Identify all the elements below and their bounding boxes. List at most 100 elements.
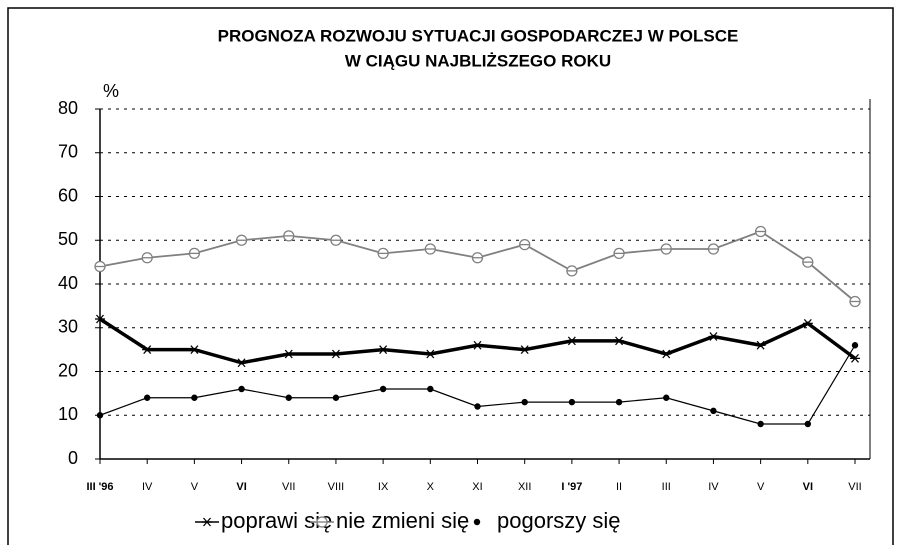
point bbox=[707, 243, 720, 255]
point bbox=[188, 247, 201, 260]
point bbox=[189, 345, 200, 355]
point bbox=[143, 394, 151, 401]
point bbox=[754, 225, 767, 238]
chart-title: PROGNOZA ROZWOJU SYTUACJI GOSPODARCZEJ W… bbox=[218, 26, 739, 45]
point-stroke bbox=[143, 345, 152, 355]
point bbox=[802, 318, 813, 328]
x-tick-label: II bbox=[616, 481, 622, 493]
point bbox=[202, 517, 212, 527]
x-tick-label: V bbox=[191, 481, 199, 493]
point bbox=[96, 412, 104, 419]
point bbox=[708, 332, 719, 341]
point bbox=[142, 345, 153, 355]
y-tick-label: 30 bbox=[58, 317, 78, 337]
y-axis-label: % bbox=[103, 81, 119, 101]
point bbox=[521, 398, 528, 406]
x-tick-label: VII bbox=[848, 481, 861, 493]
point-stroke bbox=[426, 349, 435, 359]
point bbox=[663, 394, 670, 401]
series-line bbox=[99, 230, 856, 303]
point bbox=[519, 345, 530, 355]
series-line bbox=[99, 344, 856, 425]
x-tick-label: III bbox=[662, 481, 671, 493]
x-tick-label: VII bbox=[282, 481, 295, 493]
point bbox=[849, 295, 861, 308]
point bbox=[330, 234, 342, 246]
x-tick-label: V bbox=[757, 481, 765, 493]
point bbox=[566, 265, 578, 277]
point bbox=[236, 358, 247, 368]
x-tick-label: IX bbox=[378, 481, 389, 493]
point-stroke bbox=[331, 349, 340, 359]
point bbox=[661, 349, 672, 359]
point bbox=[613, 247, 625, 260]
point-stroke bbox=[473, 340, 482, 350]
point bbox=[424, 243, 436, 255]
point bbox=[332, 394, 340, 401]
x-tick-label: VI bbox=[236, 481, 246, 493]
point-stroke bbox=[203, 517, 211, 527]
point bbox=[850, 353, 860, 363]
y-tick-label: 40 bbox=[58, 273, 78, 293]
y-tick-label: 60 bbox=[58, 185, 78, 205]
point bbox=[710, 407, 717, 415]
x-tick-label: VI bbox=[803, 481, 813, 493]
point-stroke bbox=[237, 358, 246, 368]
x-tick-label: XI bbox=[472, 481, 482, 493]
point bbox=[377, 247, 389, 260]
point bbox=[378, 345, 389, 355]
point bbox=[802, 256, 814, 268]
point bbox=[427, 385, 434, 393]
legend-label: nie zmieni się bbox=[336, 508, 469, 533]
point bbox=[94, 260, 106, 273]
point-stroke bbox=[851, 353, 859, 363]
x-tick-label: VIII bbox=[328, 481, 345, 493]
y-tick-label: 0 bbox=[68, 448, 78, 468]
point bbox=[379, 385, 387, 393]
point bbox=[191, 394, 198, 401]
point bbox=[425, 349, 436, 359]
point bbox=[330, 349, 341, 359]
point bbox=[285, 394, 292, 401]
legend-label: poprawi się bbox=[221, 508, 332, 533]
point bbox=[519, 238, 531, 251]
point bbox=[615, 398, 623, 406]
frame bbox=[7, 7, 894, 545]
point-stroke bbox=[284, 349, 293, 359]
point bbox=[283, 349, 294, 359]
point-stroke bbox=[520, 345, 529, 355]
point bbox=[235, 234, 248, 246]
point bbox=[95, 314, 105, 324]
point bbox=[757, 420, 764, 428]
point bbox=[851, 342, 859, 349]
point bbox=[141, 252, 153, 264]
point-stroke bbox=[709, 332, 718, 341]
point bbox=[755, 340, 766, 350]
point bbox=[614, 336, 625, 346]
y-tick-label: 70 bbox=[58, 142, 78, 162]
point bbox=[568, 398, 576, 406]
point bbox=[660, 243, 672, 255]
x-tick-label: IV bbox=[142, 481, 153, 493]
point-stroke bbox=[96, 314, 104, 324]
y-tick-label: 80 bbox=[58, 98, 78, 118]
point bbox=[473, 518, 481, 526]
legend-label: pogorszy się bbox=[497, 508, 621, 533]
x-tick-label: I '97 bbox=[561, 481, 582, 493]
series-line bbox=[99, 317, 857, 365]
y-tick-label: 10 bbox=[58, 404, 78, 424]
point bbox=[238, 385, 245, 393]
point-stroke bbox=[615, 336, 624, 346]
y-tick-label: 20 bbox=[58, 360, 78, 380]
point-stroke bbox=[662, 349, 671, 359]
point bbox=[283, 230, 295, 242]
point-stroke bbox=[756, 340, 765, 350]
x-tick-label: IV bbox=[708, 481, 719, 493]
point-stroke bbox=[803, 318, 812, 328]
point bbox=[472, 340, 483, 350]
point bbox=[474, 403, 481, 410]
point bbox=[804, 420, 812, 428]
point bbox=[316, 516, 328, 528]
x-tick-label: III '96 bbox=[86, 481, 113, 493]
